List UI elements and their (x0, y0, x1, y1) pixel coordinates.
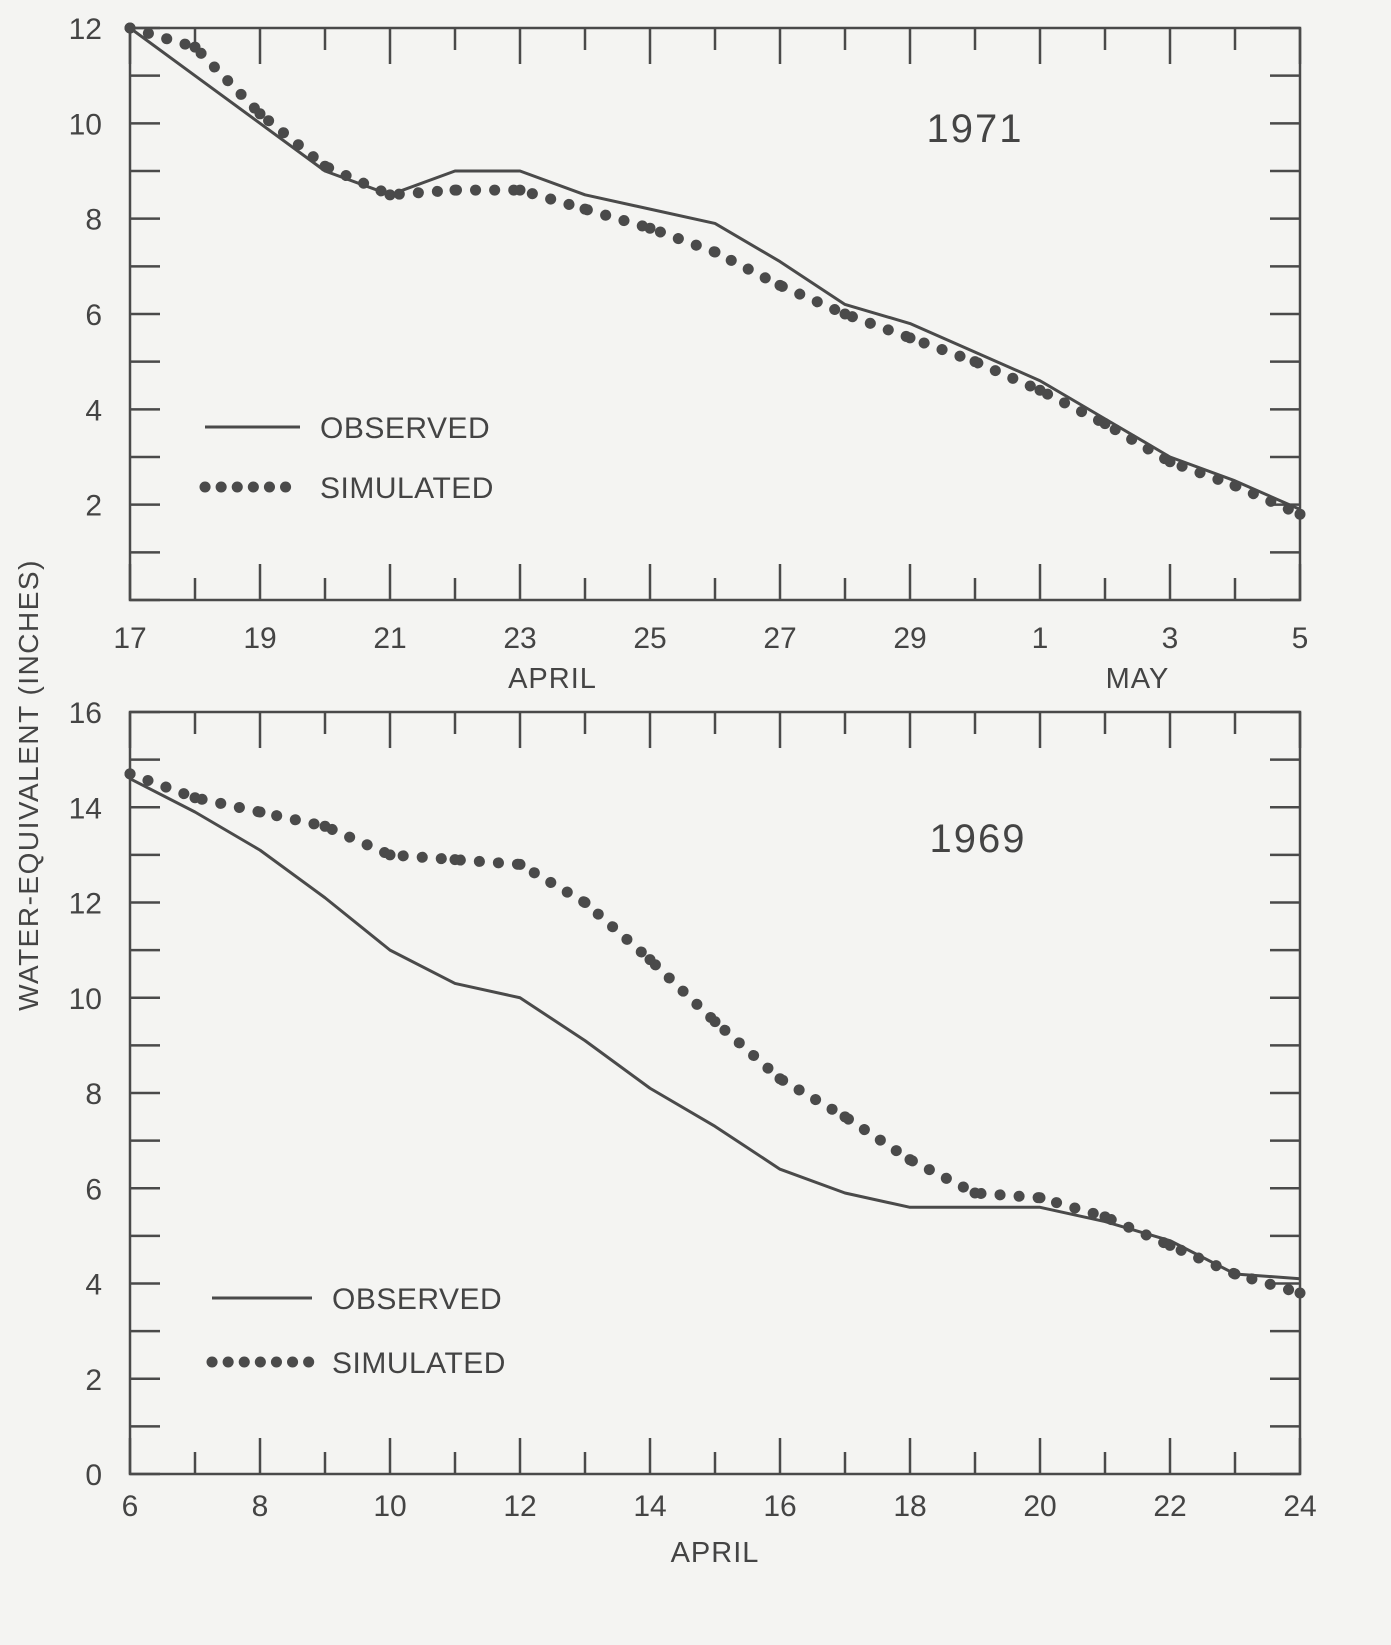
simulated-point (579, 897, 591, 908)
x-tick-label: 21 (373, 622, 406, 655)
y-tick-label: 12 (69, 13, 102, 46)
simulated-point (904, 1154, 916, 1166)
simulated-point (319, 820, 331, 832)
simulated-point (124, 768, 136, 780)
y-tick-label: 4 (85, 394, 102, 427)
legend-simulated-label: SIMULATED (332, 1347, 506, 1380)
simulated-point (1099, 1211, 1111, 1223)
simulated-point (189, 41, 201, 53)
year-annotation: 1971 (927, 107, 1024, 151)
simulated-point (514, 858, 526, 870)
x-tick-label: 6 (122, 1490, 139, 1523)
x-axis-month-label: MAY (1106, 663, 1170, 695)
y-tick-label: 6 (85, 299, 102, 332)
x-tick-label: 17 (113, 622, 146, 655)
simulated-point (1164, 456, 1176, 468)
y-tick-label: 10 (69, 983, 102, 1016)
chart-panel-1971: 2 4 6 8 10 12 17 19 21 23 25 27 29 1 3 5 APRIL MAY 1971 OBS… (69, 13, 1309, 695)
y-tick-label: 2 (85, 1364, 102, 1397)
simulated-point (384, 189, 396, 201)
legend-simulated-label: SIMULATED (320, 472, 494, 505)
simulated-point (384, 849, 396, 861)
x-tick-label: 24 (1283, 1490, 1316, 1523)
y-tick-label: 0 (85, 1459, 102, 1492)
simulated-point (319, 160, 331, 172)
x-tick-label: 22 (1153, 1490, 1186, 1523)
y-tick-label: 10 (69, 108, 102, 141)
x-tick-label: 25 (633, 622, 666, 655)
simulated-point (709, 246, 721, 258)
simulated-point (774, 1073, 786, 1085)
simulated-point (254, 108, 266, 120)
x-tick-label: 27 (763, 622, 796, 655)
simulated-point (1034, 1192, 1046, 1204)
y-tick-label: 2 (85, 490, 102, 523)
simulated-point (644, 954, 656, 966)
simulated-point (189, 792, 201, 804)
simulated-point (774, 279, 786, 291)
x-tick-label: 29 (893, 622, 926, 655)
simulated-point (449, 854, 461, 866)
simulated-point (969, 356, 981, 368)
x-tick-label: 12 (503, 1490, 536, 1523)
legend-observed-label: OBSERVED (320, 412, 490, 445)
simulated-point (254, 806, 266, 818)
y-tick-label: 16 (69, 697, 102, 730)
simulated-point (124, 22, 136, 34)
y-tick-label: 8 (85, 204, 102, 237)
x-tick-label: 23 (503, 622, 536, 655)
y-tick-label: 4 (85, 1269, 102, 1302)
y-tick-label: 8 (85, 1078, 102, 1111)
year-annotation: 1969 (930, 817, 1027, 861)
y-tick-label: 6 (85, 1173, 102, 1206)
simulated-point (1034, 384, 1046, 396)
x-tick-label: 14 (633, 1490, 666, 1523)
simulated-point (1164, 1239, 1176, 1251)
x-axis-month-label: APRIL (508, 663, 597, 695)
simulated-point (709, 1016, 721, 1028)
simulated-point (514, 184, 526, 196)
x-tick-label: 10 (373, 1490, 406, 1523)
y-tick-label: 14 (69, 792, 102, 825)
x-tick-label: 16 (763, 1490, 796, 1523)
simulated-point (1294, 1287, 1306, 1299)
simulated-point (644, 222, 656, 234)
x-axis-month-label: APRIL (671, 1537, 760, 1569)
simulated-point (904, 332, 916, 344)
simulated-point (969, 1187, 981, 1199)
legend-observed-label: OBSERVED (332, 1283, 502, 1316)
simulated-point (1229, 480, 1241, 492)
simulated-point (839, 1111, 851, 1123)
y-tick-label: 12 (69, 888, 102, 921)
x-tick-label: 20 (1023, 1490, 1056, 1523)
y-axis-label: WATER-EQUIVALENT (INCHES) (13, 559, 44, 1011)
x-tick-label: 3 (1162, 622, 1179, 655)
simulated-point (1294, 508, 1306, 520)
x-tick-label: 18 (893, 1490, 926, 1523)
simulated-point (449, 184, 461, 196)
x-tick-label: 8 (252, 1490, 269, 1523)
x-tick-label: 5 (1292, 622, 1309, 655)
simulated-point (1099, 418, 1111, 430)
x-tick-label: 19 (243, 622, 276, 655)
simulated-point (1229, 1268, 1241, 1280)
simulated-point (579, 203, 591, 215)
x-tick-label: 1 (1032, 622, 1049, 655)
simulated-point (839, 308, 851, 320)
